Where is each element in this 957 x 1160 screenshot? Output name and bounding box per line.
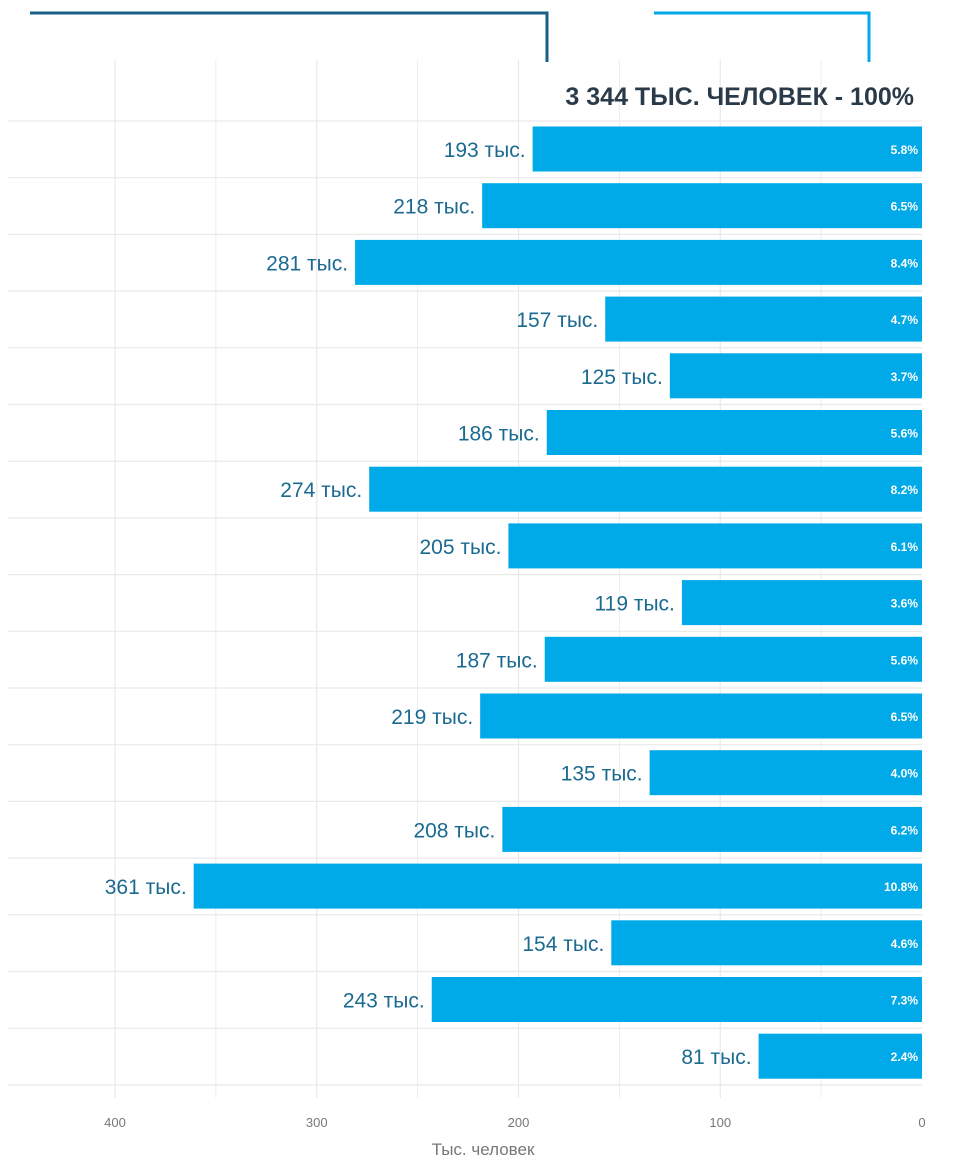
bar-value-label: 193 тыс.	[444, 139, 526, 162]
bar	[431, 977, 922, 1022]
bar-value-label: 81 тыс.	[681, 1046, 751, 1069]
bar	[546, 410, 922, 455]
bar-value-label: 186 тыс.	[458, 423, 540, 446]
callout-lines	[30, 11, 871, 62]
bar-percent-label: 6.5%	[891, 710, 919, 724]
bar	[758, 1033, 922, 1079]
bar	[605, 296, 922, 342]
vertical-gridlines	[114, 60, 822, 1098]
bar	[611, 920, 922, 966]
bar-value-label: 154 тыс.	[522, 933, 604, 956]
bar	[502, 806, 922, 852]
bar	[649, 750, 922, 796]
bar-value-label: 135 тыс.	[561, 763, 643, 786]
bar-value-label: 187 тыс.	[456, 649, 538, 672]
bar-value-label: 361 тыс.	[105, 876, 187, 899]
bar-percent-label: 8.4%	[891, 256, 919, 270]
bar-value-label: 119 тыс.	[595, 593, 675, 616]
bar-value-label: 208 тыс.	[413, 819, 495, 842]
bar-value-label: 281 тыс.	[266, 252, 348, 275]
x-axis-label: Тыс. человек	[432, 1140, 535, 1159]
x-axis-ticks: 400 300 200 100 0	[104, 1115, 925, 1130]
bar	[480, 693, 922, 739]
bar-percent-label: 6.1%	[891, 540, 919, 554]
bar	[482, 183, 922, 229]
callout-line-total	[30, 11, 549, 62]
bar	[355, 239, 922, 285]
bar-percent-label: 8.2%	[891, 483, 919, 497]
x-tick-label: 400	[104, 1115, 126, 1130]
x-tick-label: 100	[709, 1115, 731, 1130]
bar-value-label: 205 тыс.	[419, 536, 501, 559]
bar	[193, 863, 922, 909]
bars: 5.8% 193 тыс. 6.5% 218 тыс. 8.4% 281 тыс. 4.7%…	[105, 126, 923, 1079]
bar-percent-label: 5.6%	[891, 653, 919, 667]
bar-value-label: 125 тыс.	[581, 366, 663, 389]
x-tick-label: 300	[306, 1115, 328, 1130]
bar-value-label: 157 тыс.	[516, 309, 598, 332]
bar-value-label: 274 тыс.	[280, 479, 362, 502]
x-tick-label: 0	[918, 1115, 925, 1130]
bar-percent-label: 6.5%	[891, 200, 919, 214]
bar-value-label: 219 тыс.	[391, 706, 473, 729]
bar	[369, 466, 923, 512]
x-tick-label: 200	[508, 1115, 530, 1130]
bar	[544, 636, 922, 682]
horizontal-gridlines	[8, 120, 922, 1086]
chart-title: 3 344 ТЫС. ЧЕЛОВЕК - 100%	[565, 83, 914, 111]
bar-percent-label: 3.6%	[891, 597, 919, 611]
bar-percent-label: 5.6%	[891, 427, 919, 441]
bar-percent-label: 10.8%	[884, 880, 918, 894]
bar-percent-label: 2.4%	[891, 1050, 919, 1064]
bar-percent-label: 4.7%	[891, 313, 919, 327]
bar-value-label: 243 тыс.	[343, 990, 425, 1013]
bar	[532, 126, 922, 172]
bar	[508, 523, 922, 569]
bar	[681, 580, 922, 626]
bar-percent-label: 7.3%	[891, 994, 919, 1008]
bar-percent-label: 3.7%	[891, 370, 919, 384]
bar-percent-label: 5.8%	[891, 143, 919, 157]
bar-percent-label: 6.2%	[891, 823, 919, 837]
bar	[669, 353, 922, 399]
callout-line-percent	[654, 11, 871, 62]
bar-percent-label: 4.0%	[891, 767, 919, 781]
bar-value-label: 218 тыс.	[393, 196, 475, 219]
bar-percent-label: 4.6%	[891, 937, 919, 951]
